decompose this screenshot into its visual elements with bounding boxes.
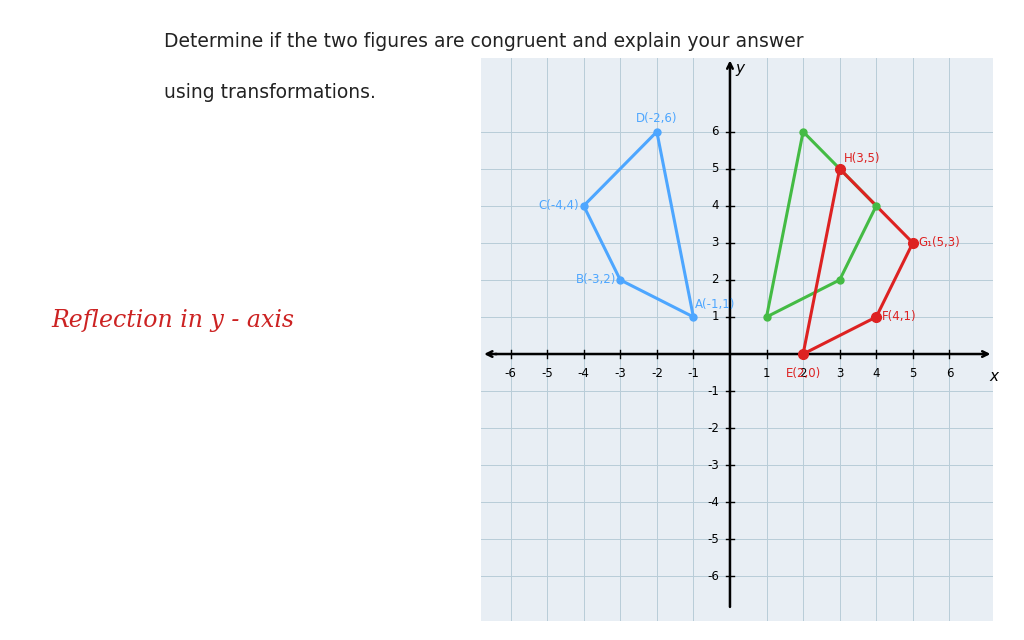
Text: Reflection in y - axis: Reflection in y - axis: [51, 308, 294, 332]
Text: 4: 4: [872, 367, 880, 380]
Text: -2: -2: [651, 367, 663, 380]
Text: 6: 6: [712, 125, 719, 138]
Text: A(-1,1): A(-1,1): [695, 298, 735, 312]
Text: -3: -3: [614, 367, 626, 380]
Text: Determine if the two figures are congruent and explain your answer: Determine if the two figures are congrue…: [164, 32, 804, 51]
Text: -4: -4: [708, 496, 719, 509]
Text: y: y: [735, 61, 744, 76]
Text: F(4,1): F(4,1): [882, 310, 916, 323]
Text: C(-4,4): C(-4,4): [539, 199, 580, 212]
Text: -6: -6: [505, 367, 516, 380]
Text: 1: 1: [763, 367, 770, 380]
Text: D(-2,6): D(-2,6): [636, 112, 678, 125]
Text: H(3,5): H(3,5): [844, 152, 881, 165]
Text: -3: -3: [708, 459, 719, 472]
Text: -5: -5: [542, 367, 553, 380]
Text: 3: 3: [712, 236, 719, 250]
Text: E(2,0): E(2,0): [785, 367, 820, 380]
Text: 2: 2: [712, 273, 719, 287]
Text: -2: -2: [708, 422, 719, 435]
Text: 1: 1: [712, 310, 719, 323]
Text: x: x: [989, 369, 998, 384]
Text: using transformations.: using transformations.: [164, 83, 376, 102]
Text: -4: -4: [578, 367, 590, 380]
Text: 5: 5: [909, 367, 916, 380]
Text: 6: 6: [945, 367, 953, 380]
Text: 2: 2: [800, 367, 807, 380]
Text: 3: 3: [836, 367, 844, 380]
Text: -1: -1: [687, 367, 699, 380]
Text: G₁(5,3): G₁(5,3): [919, 236, 961, 250]
Text: -1: -1: [708, 385, 719, 397]
Text: -5: -5: [708, 532, 719, 546]
Text: B(-3,2): B(-3,2): [577, 273, 616, 287]
Text: -6: -6: [708, 570, 719, 583]
Text: 5: 5: [712, 163, 719, 175]
Text: 4: 4: [712, 199, 719, 212]
